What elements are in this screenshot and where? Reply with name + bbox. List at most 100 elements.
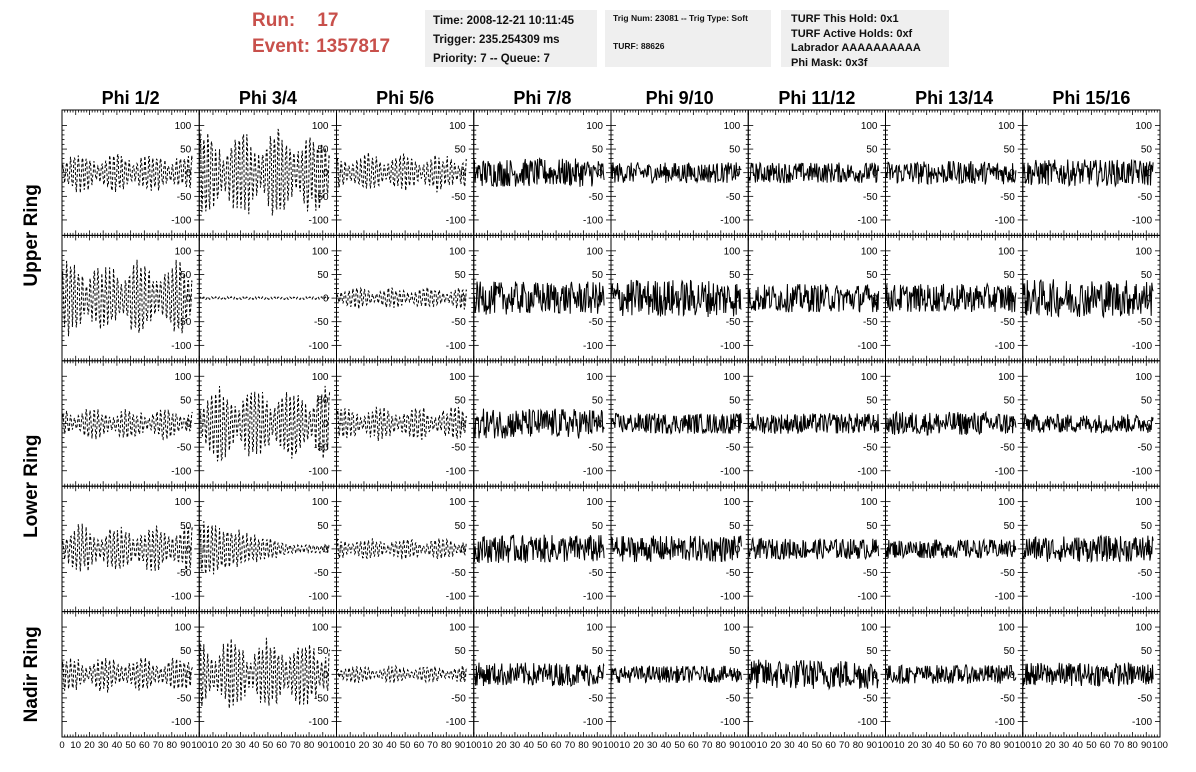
waveform-trace [198,128,331,216]
waveform-trace [1022,534,1154,564]
time-text: Time: 2008-12-21 10:11:45 [433,12,597,31]
y-tick-label: 50 [1141,145,1153,156]
y-tick-label: 100 [312,497,329,508]
y-tick-label: -100 [995,592,1015,603]
column-header: Phi 5/6 [376,88,434,108]
y-tick-label: 50 [455,521,467,532]
y-tick-label: -100 [171,466,191,477]
y-tick-label: 100 [998,372,1015,383]
y-tick-label: 100 [724,497,741,508]
y-tick-label: 50 [866,395,878,406]
y-tick-label: 50 [1141,270,1153,281]
y-tick-label: 50 [455,270,467,281]
y-tick-label: 50 [1141,521,1153,532]
y-tick-label: 0 [1146,168,1152,179]
y-tick-label: 100 [861,121,878,132]
y-tick-label: -50 [1138,568,1153,579]
waveform-trace [1022,279,1154,319]
y-tick-label: 50 [1004,270,1016,281]
y-tick-label: -50 [451,568,466,579]
y-tick-label: 0 [186,168,192,179]
waveform-trace [1022,413,1154,435]
y-tick-label: -100 [308,592,328,603]
y-tick-label: -50 [1138,192,1153,203]
y-tick-label: 50 [180,270,192,281]
y-tick-label: -100 [583,341,603,352]
waveform-trace [473,157,605,187]
column-header: Phi 9/10 [646,88,714,108]
waveform-trace [610,535,742,563]
y-tick-label: -50 [314,443,329,454]
trigger-info-box: Trig Num: 23081 -- Trig Type: Soft TURF:… [605,10,771,67]
y-tick-label: -50 [1000,568,1015,579]
y-tick-label: -100 [857,592,877,603]
y-tick-label: 100 [998,497,1015,508]
y-tick-label: -50 [1000,317,1015,328]
y-tick-label: 100 [449,497,466,508]
column-header: Phi 7/8 [513,88,571,108]
y-tick-label: -50 [314,317,329,328]
ring-label: Upper Ring [21,184,42,286]
waveform-trace [747,536,880,561]
y-tick-label: 50 [592,145,604,156]
y-tick-label: -100 [720,592,740,603]
y-tick-label: -100 [857,341,877,352]
y-tick-label: -100 [1132,466,1152,477]
y-tick-label: 50 [455,395,467,406]
y-tick-label: -50 [589,192,604,203]
waveform-trace [61,408,193,441]
y-tick-label: 100 [998,121,1015,132]
y-tick-label: 0 [735,419,741,430]
labrador-text: Labrador AAAAAAAAAA [791,41,949,56]
y-tick-label: -100 [308,341,328,352]
waveform-trace [1022,159,1154,188]
waveform-trace [336,285,468,310]
y-tick-label: 0 [323,294,329,305]
waveform-trace [473,534,605,564]
waveform-trace [198,521,330,575]
column-header: Phi 3/4 [239,88,297,108]
waveform-trace [473,408,605,439]
y-tick-label: -50 [589,568,604,579]
y-tick-label: -100 [1132,592,1152,603]
waveform-trace [61,523,193,573]
y-tick-label: -100 [446,215,466,226]
waveform-trace [61,259,193,337]
phi-mask-text: Phi Mask: 0x3f [791,56,949,71]
run-event-box: Run: 17 Event: 1357817 [252,8,390,60]
y-tick-label: -100 [995,341,1015,352]
waveform-trace [61,153,193,193]
column-header: Phi 13/14 [915,88,993,108]
trig-num-text: Trig Num: 23081 -- Trig Type: Soft [613,12,771,24]
y-tick-label: -50 [589,317,604,328]
y-tick-label: -100 [446,466,466,477]
y-tick-label: 100 [586,497,603,508]
waveform-trace [336,537,468,560]
y-tick-label: 100 [861,497,878,508]
y-tick-label: -100 [308,466,328,477]
y-tick-label: -50 [726,317,741,328]
y-tick-label: 50 [729,145,741,156]
y-tick-label: -50 [1000,192,1015,203]
y-tick-label: 100 [724,246,741,257]
y-tick-label: 50 [592,270,604,281]
column-header: Phi 15/16 [1052,88,1130,108]
run-value: 17 [317,10,338,31]
y-tick-label: -100 [583,466,603,477]
y-tick-label: -50 [726,443,741,454]
waveform-trace [885,282,1017,313]
y-tick-label: 50 [866,145,878,156]
y-tick-label: 50 [592,395,604,406]
y-tick-label: -50 [726,192,741,203]
y-tick-label: 0 [186,544,192,555]
y-tick-label: -100 [1132,215,1152,226]
waveform-trace [336,152,468,193]
y-tick-label: 0 [460,294,466,305]
y-tick-label: -50 [726,568,741,579]
ring-label: Nadir Ring [21,626,42,722]
trigger-text: Trigger: 235.254309 ms [433,31,597,50]
ring-label: Lower Ring [21,434,42,537]
y-tick-label: 100 [312,372,329,383]
turf-info-box: TURF This Hold: 0x1 TURF Active Holds: 0… [781,10,949,69]
